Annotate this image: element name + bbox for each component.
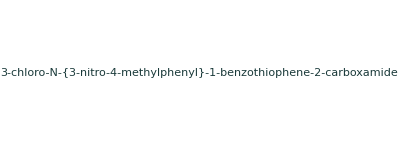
Text: 3-chloro-N-{3-nitro-4-methylphenyl}-1-benzothiophene-2-carboxamide: 3-chloro-N-{3-nitro-4-methylphenyl}-1-be… bbox=[1, 68, 398, 77]
